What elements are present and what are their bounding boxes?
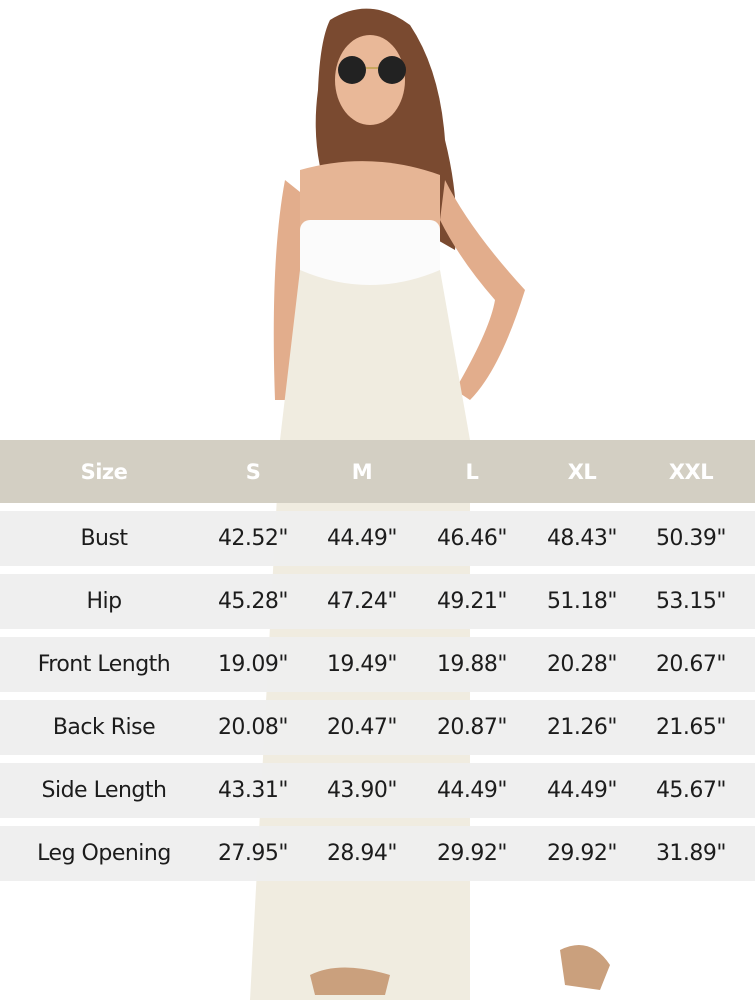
header-m: M	[351, 459, 373, 484]
table-row: Front Length 19.09" 19.49" 19.88" 20.28" 20.6…	[0, 637, 755, 692]
table-row: Leg Opening 27.95" 28.94" 29.92" 29.92" 31.89…	[0, 826, 755, 881]
sunglasses-icon	[338, 56, 406, 84]
table-row: Hip 45.28" 47.24" 49.21" 51.18" 53.15"	[0, 574, 755, 629]
header-xl: XL	[567, 459, 597, 484]
size-chart-header: Size S M L XL XXL	[0, 440, 755, 503]
row-label: Leg Opening	[37, 841, 171, 866]
measurement-value: 45.28"	[217, 589, 289, 614]
measurement-value: 20.47"	[326, 715, 398, 740]
measurement-value: 48.43"	[546, 526, 618, 551]
measurement-value: 28.94"	[326, 841, 398, 866]
table-row: Bust 42.52" 44.49" 46.46" 48.43" 50.39"	[0, 511, 755, 566]
header-s: S	[245, 459, 261, 484]
measurement-value: 49.21"	[436, 589, 508, 614]
measurement-value: 43.31"	[217, 778, 289, 803]
table-row: Side Length 43.31" 43.90" 44.49" 44.49" 45.67…	[0, 763, 755, 818]
row-label: Hip	[86, 589, 122, 614]
row-label: Back Rise	[52, 715, 156, 740]
measurement-value: 27.95"	[217, 841, 289, 866]
header-xxl: XXL	[668, 459, 714, 484]
measurement-value: 31.89"	[655, 841, 727, 866]
measurement-value: 43.90"	[326, 778, 398, 803]
row-label: Front Length	[37, 652, 171, 677]
measurement-value: 19.88"	[436, 652, 508, 677]
measurement-value: 29.92"	[546, 841, 618, 866]
measurement-value: 51.18"	[546, 589, 618, 614]
measurement-value: 53.15"	[655, 589, 727, 614]
measurement-value: 44.49"	[436, 778, 508, 803]
measurement-value: 20.87"	[436, 715, 508, 740]
measurement-value: 20.08"	[217, 715, 289, 740]
measurement-value: 46.46"	[436, 526, 508, 551]
measurement-value: 21.65"	[655, 715, 727, 740]
measurement-value: 44.49"	[546, 778, 618, 803]
white-top	[300, 220, 440, 290]
measurement-value: 50.39"	[655, 526, 727, 551]
measurement-value: 47.24"	[326, 589, 398, 614]
measurement-value: 19.09"	[217, 652, 289, 677]
header-l: L	[465, 459, 479, 484]
measurement-value: 19.49"	[326, 652, 398, 677]
row-label: Bust	[80, 526, 128, 551]
measurement-value: 29.92"	[436, 841, 508, 866]
header-size: Size	[80, 459, 128, 484]
measurement-value: 42.52"	[217, 526, 289, 551]
table-row: Back Rise 20.08" 20.47" 20.87" 21.26" 21.65"	[0, 700, 755, 755]
measurement-value: 45.67"	[655, 778, 727, 803]
row-label: Side Length	[41, 778, 167, 803]
model-arms	[273, 180, 525, 400]
sandals	[310, 945, 610, 995]
measurement-value: 21.26"	[546, 715, 618, 740]
measurement-value: 20.67"	[655, 652, 727, 677]
measurement-value: 44.49"	[326, 526, 398, 551]
measurement-value: 20.28"	[546, 652, 618, 677]
